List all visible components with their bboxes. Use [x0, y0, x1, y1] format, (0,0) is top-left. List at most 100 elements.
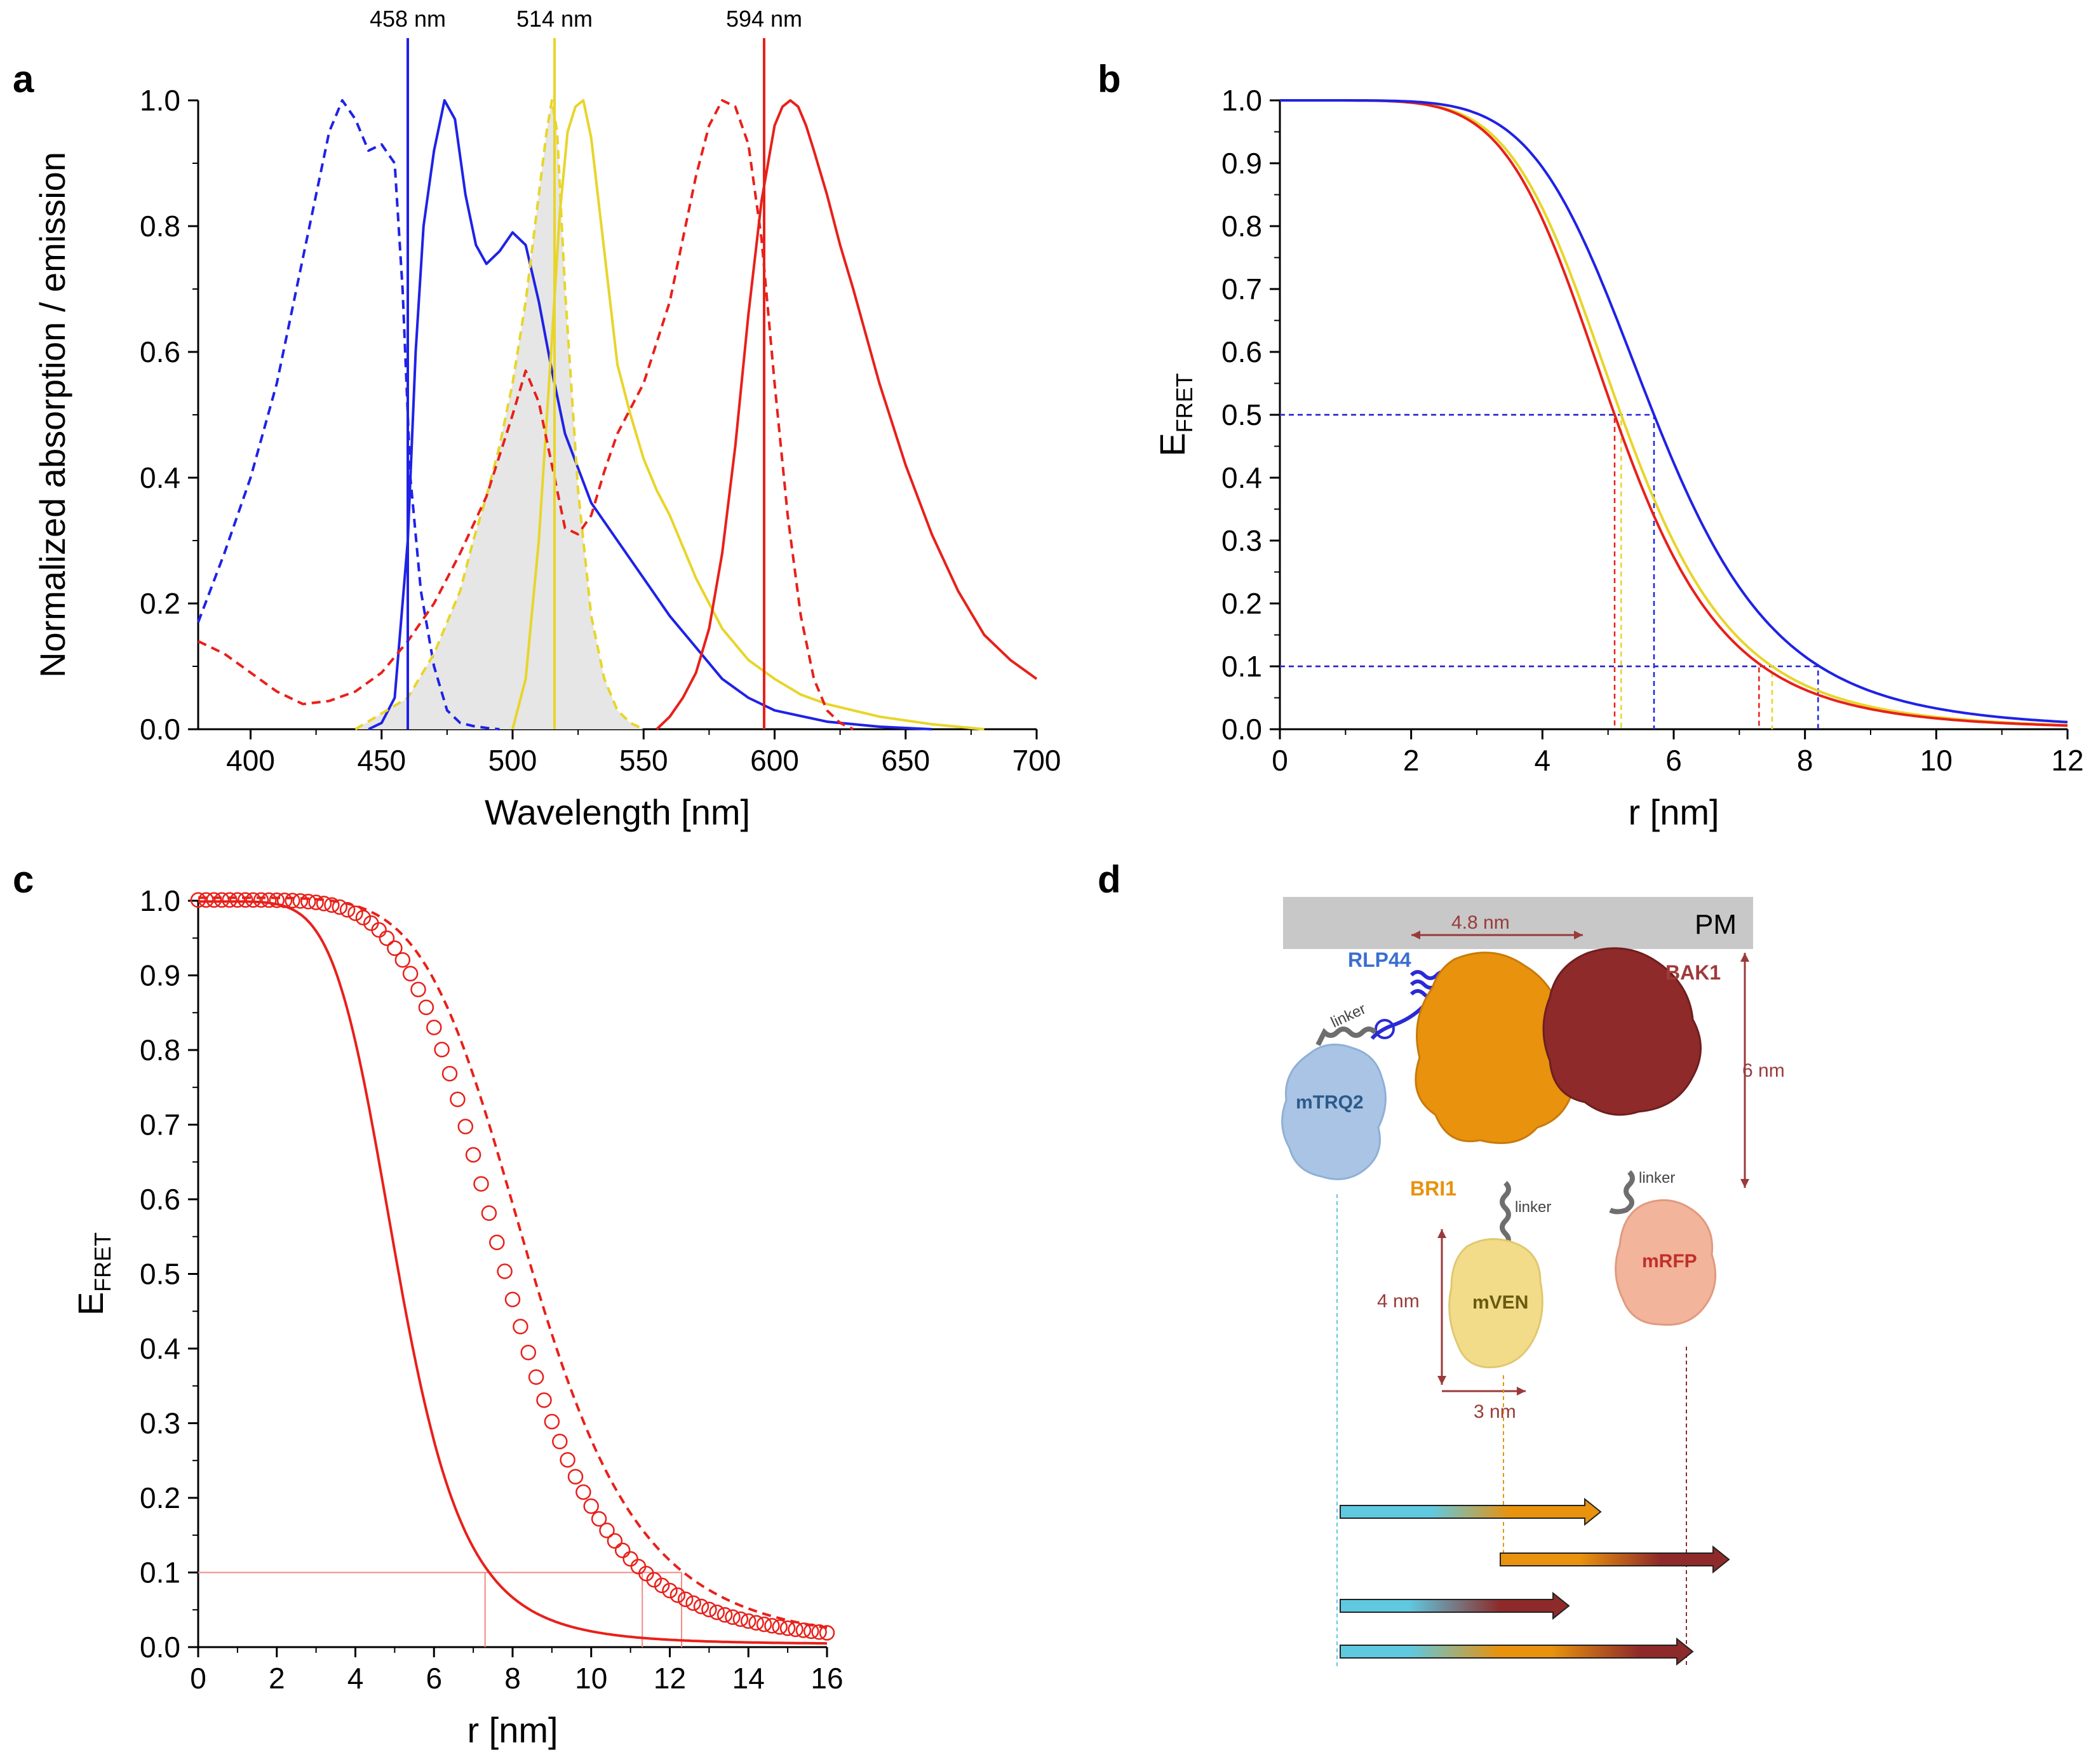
data-point: [772, 1619, 788, 1635]
data-point: [450, 1091, 466, 1107]
series-yellow-emission: [511, 99, 985, 731]
data-point: [528, 1369, 544, 1385]
arrow-mtrq2-mrfp-short: [1340, 1591, 1570, 1620]
data-point: [269, 892, 285, 908]
x-tick-label: 12: [2051, 744, 2083, 777]
y-tick-label: 0.4: [140, 461, 180, 494]
data-point: [253, 892, 269, 908]
mtrq2-protein: [1281, 1043, 1387, 1180]
excitation-label: 594 nm: [726, 6, 802, 32]
y-tick-label: 0.2: [140, 587, 180, 620]
y-axis-title: EFRET: [71, 1232, 116, 1316]
arrow-mven-mrfp: [1500, 1545, 1730, 1574]
data-point: [725, 1609, 741, 1626]
data-point: [709, 1604, 725, 1620]
mrfp-linker-label: linker: [1639, 1169, 1675, 1187]
data-point: [190, 892, 206, 908]
data-point: [387, 940, 403, 956]
mtrq2-linker-label: linker: [1328, 1000, 1368, 1032]
mrfp-protein: [1615, 1199, 1717, 1326]
dimension-6-arrow-bottom: [1740, 1179, 1749, 1188]
data-point: [552, 1434, 568, 1450]
x-axis-title: r [nm]: [1628, 792, 1719, 832]
dimension-6-arrow-top: [1740, 953, 1749, 962]
y-tick-label: 1.0: [140, 884, 180, 917]
data-point: [599, 1523, 615, 1538]
data-point: [276, 892, 293, 908]
arrow-mtrq2-mven: [1340, 1497, 1602, 1526]
y-tick-label: 0.9: [140, 959, 180, 992]
y-tick-label: 0.8: [140, 210, 180, 243]
y-tick-label: 0.3: [140, 1407, 180, 1440]
data-point: [300, 894, 316, 910]
x-axis-title: Wavelength [nm]: [485, 792, 750, 832]
data-point: [560, 1451, 575, 1468]
dimension-3-arrow-right: [1517, 1387, 1526, 1396]
x-tick-label: 2: [1403, 744, 1420, 777]
data-point: [206, 892, 222, 908]
x-tick-label: 12: [654, 1662, 686, 1695]
excitation-label: 458 nm: [370, 6, 446, 32]
excitation-label: 514 nm: [516, 6, 593, 32]
series-mTRQ2-mVEN: [1280, 99, 2068, 727]
data-point: [308, 894, 324, 910]
data-point: [316, 896, 332, 912]
x-tick-label: 16: [810, 1662, 843, 1695]
data-point: [324, 897, 340, 913]
x-tick-label: 6: [426, 1662, 442, 1695]
guide-line: [1280, 665, 1773, 729]
x-axis-title: r [nm]: [467, 1710, 558, 1750]
y-tick-label: 0.4: [1221, 461, 1262, 494]
data-point: [238, 892, 253, 908]
data-point: [245, 892, 261, 908]
series-red-absorption: [198, 99, 854, 731]
x-tick-label: 650: [881, 744, 930, 777]
guide-line: [1280, 414, 1616, 729]
guide-line: [1280, 665, 1760, 729]
data-point: [811, 1624, 827, 1640]
data-point: [740, 1613, 756, 1629]
data-point: [795, 1622, 812, 1638]
data-point: [669, 1587, 686, 1603]
guide-line: [1280, 414, 1655, 729]
x-tick-label: 10: [1920, 744, 1953, 777]
y-tick-label: 0.7: [1221, 273, 1262, 306]
data-point: [229, 892, 246, 908]
data-point: [756, 1616, 772, 1633]
series-red-emission: [656, 99, 1038, 731]
series-solid: [198, 900, 827, 1645]
data-point: [819, 1625, 835, 1641]
chart-panel-c: 0 2 4 6 8 10 12 14 16 0.0 0.1 0.2 0.3 0.4 0.5 0.6 0.7 0.8…: [71, 884, 844, 1750]
rlp44-helix: [1370, 970, 1451, 1040]
y-tick-label: 0.2: [140, 1481, 180, 1514]
data-point: [614, 1542, 631, 1558]
y-tick-label: 0.9: [1221, 147, 1262, 180]
x-tick-label: 4: [347, 1662, 364, 1695]
data-point: [213, 892, 230, 908]
y-axis-title: EFRET: [1152, 373, 1197, 456]
y-tick-label: 0.6: [1221, 335, 1262, 368]
data-point: [685, 1595, 701, 1611]
y-tick-label: 0.6: [140, 335, 180, 368]
mven-linker-label: linker: [1515, 1199, 1551, 1216]
data-point: [536, 1392, 552, 1408]
data-point: [607, 1533, 623, 1549]
series-blue-emission: [368, 99, 932, 731]
data-point: [457, 1119, 474, 1134]
x-tick-label: 8: [504, 1662, 521, 1695]
data-point: [292, 893, 309, 909]
y-tick-label: 1.0: [1221, 84, 1262, 117]
data-point: [677, 1591, 694, 1607]
diagram-panel-d: PM 4.8 nm 6 nm RLP44 linker mTRQ2 BRI1 B…: [1281, 897, 1785, 1667]
data-point: [520, 1344, 537, 1361]
series-mTRQ2-mRFP: [1280, 99, 2068, 724]
x-tick-label: 600: [750, 744, 799, 777]
x-tick-label: 6: [1665, 744, 1682, 777]
data-point: [347, 905, 363, 921]
data-point: [261, 892, 277, 908]
dimension-4-8-arrow-right: [1574, 931, 1583, 939]
y-tick-label: 0.4: [140, 1332, 180, 1365]
membrane-label: PM: [1695, 909, 1737, 940]
data-point: [441, 1065, 458, 1082]
bri1-label: BRI1: [1410, 1177, 1456, 1200]
